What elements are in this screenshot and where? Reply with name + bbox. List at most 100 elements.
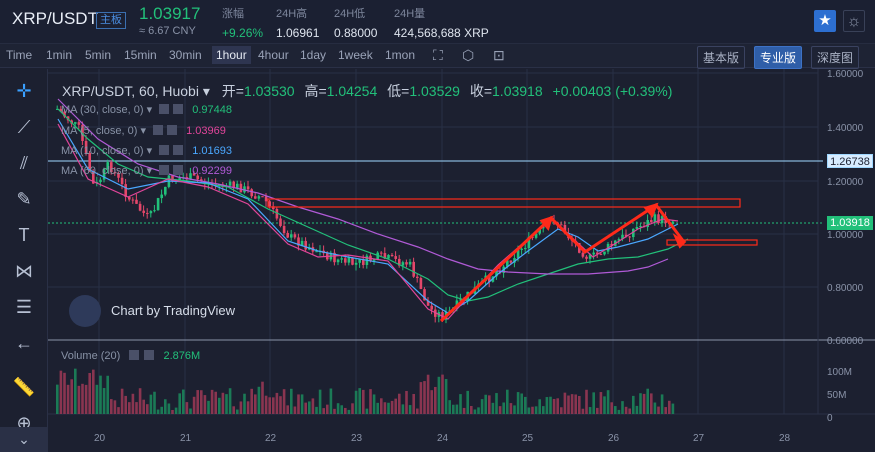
volume-bar xyxy=(628,408,631,414)
candle-body xyxy=(538,228,541,234)
brush-icon[interactable]: ✎ xyxy=(16,189,32,209)
volume-bar xyxy=(232,406,235,414)
ma-5-label[interactable]: MA (5, close, 0) xyxy=(61,125,138,137)
volume-bar xyxy=(455,404,459,414)
interval-1min[interactable]: 1min xyxy=(46,48,73,62)
pattern-icon[interactable]: ⋈ xyxy=(15,261,33,281)
close-icon[interactable] xyxy=(173,145,184,155)
volume-bar xyxy=(221,392,225,414)
candle-body xyxy=(336,259,340,263)
volume-bar xyxy=(156,409,160,414)
close-icon[interactable] xyxy=(173,165,184,175)
volume-bar xyxy=(254,394,257,414)
price-chart[interactable]: 1.60000 1.40000 1.20000 1.00000 0.80000 … xyxy=(48,69,875,452)
interval-1hour[interactable]: 1hour xyxy=(212,46,251,64)
pro-version-button[interactable]: 专业版 xyxy=(754,46,803,69)
ma-60-legend: MA (60, close, 0) ▾ 0.92299 xyxy=(61,165,233,177)
candle-body xyxy=(585,256,588,259)
pair-name[interactable]: XRP/USDT xyxy=(12,9,98,28)
close-value: 1.03918 xyxy=(492,83,543,99)
volume-bar xyxy=(300,394,304,414)
candle-body xyxy=(563,224,567,234)
trend-line-icon[interactable]: ⟋ xyxy=(17,117,31,137)
legend-dropdown-icon[interactable]: ▾ xyxy=(202,83,210,99)
volume-bar xyxy=(322,408,325,414)
visibility-icon[interactable] xyxy=(129,350,140,360)
visibility-icon[interactable] xyxy=(159,145,170,155)
low-value: 0.88000 xyxy=(334,26,378,40)
change-text: +0.00403 (+0.39%) xyxy=(552,83,673,99)
interval-1day[interactable]: 1day xyxy=(300,48,327,62)
candle-body xyxy=(261,196,264,198)
candle-body xyxy=(599,253,603,255)
basic-version-button[interactable]: 基本版 xyxy=(697,46,746,69)
price-axis-label: 1.40000 xyxy=(827,123,864,134)
indicators-icon[interactable]: ⛶ xyxy=(433,47,443,63)
settings-hex-icon[interactable]: ⬡ xyxy=(462,47,475,63)
ma-30-label[interactable]: MA (30, close, 0) xyxy=(61,104,144,116)
ma-10-value: 1.01693 xyxy=(192,145,233,157)
time-axis-label: 25 xyxy=(522,433,534,444)
volume-bar xyxy=(423,381,426,414)
close-icon[interactable] xyxy=(173,104,184,114)
volume-bar xyxy=(657,406,660,414)
candle-body xyxy=(236,183,239,189)
theme-sun-icon[interactable]: ☼ xyxy=(843,10,865,32)
volume-bar xyxy=(225,394,228,414)
candle-body xyxy=(149,211,153,214)
close-icon[interactable] xyxy=(144,350,155,360)
interval-1mon[interactable]: 1mon xyxy=(385,48,416,62)
interval-30min[interactable]: 30min xyxy=(169,48,202,62)
chart-canvas[interactable]: 1.60000 1.40000 1.20000 1.00000 0.80000 … xyxy=(48,69,875,452)
ma-60-label[interactable]: MA (60, close, 0) xyxy=(61,165,144,177)
tradingview-logo-icon[interactable] xyxy=(69,295,101,327)
candle-body xyxy=(156,198,160,211)
back-arrow-icon[interactable]: ← xyxy=(15,333,33,353)
visibility-icon[interactable] xyxy=(159,104,170,114)
interval-1week[interactable]: 1week xyxy=(338,48,373,62)
crosshair-icon[interactable]: ✛ xyxy=(16,81,32,101)
ma-60-line xyxy=(57,98,669,275)
tradingview-branding[interactable]: Chart by TradingView xyxy=(111,303,236,318)
candle-body xyxy=(135,199,138,204)
candle-body xyxy=(398,258,401,266)
fib-levels-icon[interactable]: ☰ xyxy=(15,297,33,317)
volume-bar xyxy=(189,408,192,414)
screenshot-icon[interactable]: ⊡ xyxy=(493,47,505,63)
candle-body xyxy=(408,261,412,265)
favorite-star-icon[interactable]: ★ xyxy=(814,10,836,32)
close-icon[interactable] xyxy=(167,125,178,135)
volume-bar xyxy=(182,389,185,414)
interval-time[interactable]: Time xyxy=(6,48,33,62)
depth-chart-button[interactable]: 深度图 xyxy=(811,46,860,69)
parallel-channel-icon[interactable]: ⫽ xyxy=(19,153,29,173)
candle-body xyxy=(272,206,275,209)
ma-5-value: 1.03969 xyxy=(186,125,226,137)
text-tool-icon[interactable]: T xyxy=(18,225,30,245)
visibility-icon[interactable] xyxy=(153,125,164,135)
interval-4hour[interactable]: 4hour xyxy=(258,48,289,62)
candle-body xyxy=(340,258,343,260)
chevron-down-icon[interactable]: ⌄ xyxy=(0,427,48,452)
interval-15min[interactable]: 15min xyxy=(124,48,157,62)
candle-body xyxy=(99,179,102,183)
symbol-legend-text[interactable]: XRP/USDT, 60, Huobi xyxy=(62,83,199,99)
change-value: +9.26% xyxy=(222,26,264,40)
volume-bar xyxy=(200,390,203,414)
candle-body xyxy=(632,228,635,238)
time-axis-label: 20 xyxy=(94,433,106,444)
candle-body xyxy=(88,152,91,172)
volume-bar xyxy=(164,399,167,414)
ruler-icon[interactable]: 📏 xyxy=(12,377,36,397)
volume-bar xyxy=(372,394,376,414)
candle-body xyxy=(524,248,527,250)
candle-body xyxy=(297,237,300,246)
ma-10-label[interactable]: MA (10, close, 0) xyxy=(61,145,144,157)
candle-body xyxy=(372,259,376,261)
ma-5-legend: MA (5, close, 0) ▾ 1.03969 xyxy=(61,125,226,137)
volume-bar xyxy=(315,406,318,414)
volume-label[interactable]: Volume (20) xyxy=(61,350,121,362)
interval-5min[interactable]: 5min xyxy=(85,48,112,62)
visibility-icon[interactable] xyxy=(159,165,170,175)
volume-bar xyxy=(293,406,297,414)
